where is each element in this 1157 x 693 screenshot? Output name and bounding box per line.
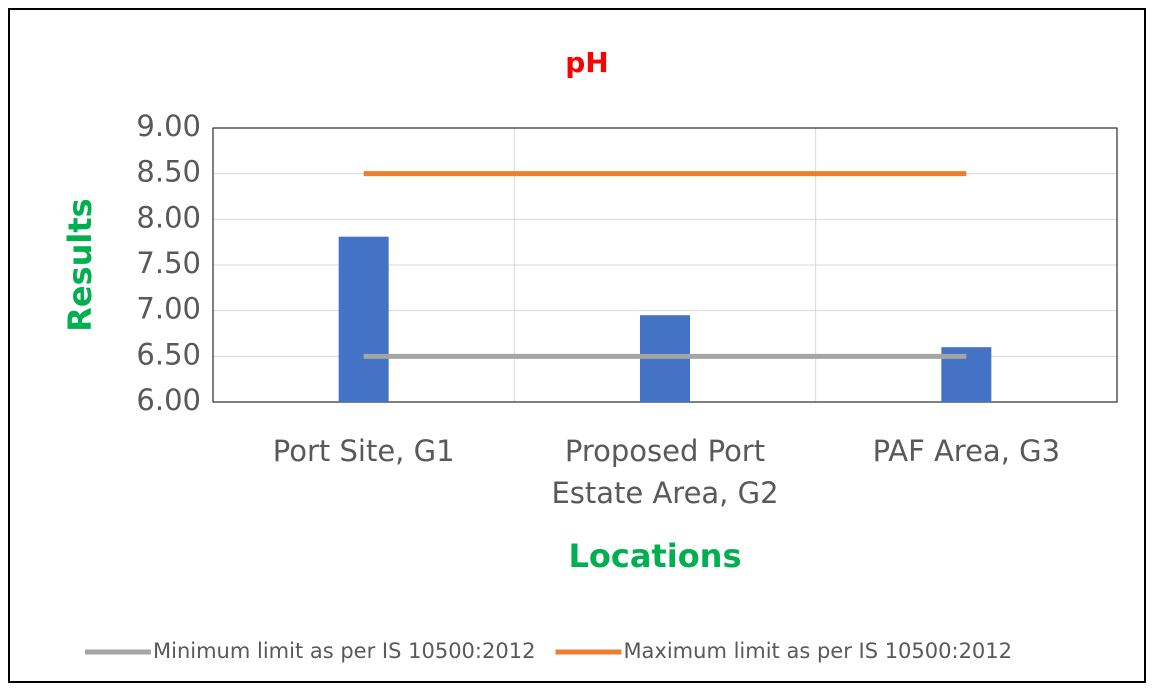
bar [338, 236, 389, 402]
y-tick-label: 6.00 [136, 383, 201, 417]
x-tick-label: Port Site, G1 [272, 434, 455, 468]
y-tick-label: 9.00 [136, 109, 201, 143]
y-tick-label: 6.50 [136, 337, 201, 371]
y-tick-label: 8.00 [136, 200, 201, 234]
y-tick-label: 8.50 [136, 155, 201, 189]
x-axis-title: Locations [568, 537, 741, 575]
y-tick-label: 7.50 [136, 246, 201, 280]
x-tick-label: PAF Area, G3 [872, 434, 1061, 468]
y-tick-label: 7.00 [136, 292, 201, 326]
legend-label: Minimum limit as per IS 10500:2012 [153, 639, 535, 663]
y-axis-title: Results [61, 198, 99, 331]
chart-title: pH [565, 46, 608, 79]
chart-frame [8, 8, 1146, 683]
legend-label: Maximum limit as per IS 10500:2012 [623, 639, 1012, 663]
x-tick-label: Proposed Port Estate Area, G2 [551, 434, 779, 510]
